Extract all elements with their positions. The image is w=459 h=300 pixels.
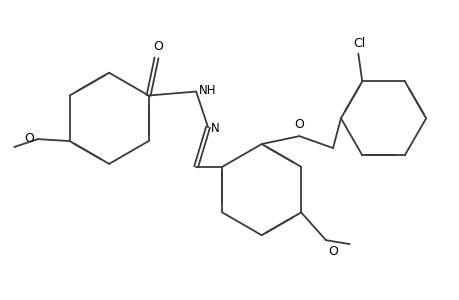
Text: Cl: Cl [353,37,364,50]
Text: O: O [327,245,337,258]
Text: O: O [24,132,34,145]
Text: NH: NH [199,84,216,97]
Text: N: N [211,122,219,135]
Text: O: O [294,118,303,131]
Text: O: O [153,40,163,53]
